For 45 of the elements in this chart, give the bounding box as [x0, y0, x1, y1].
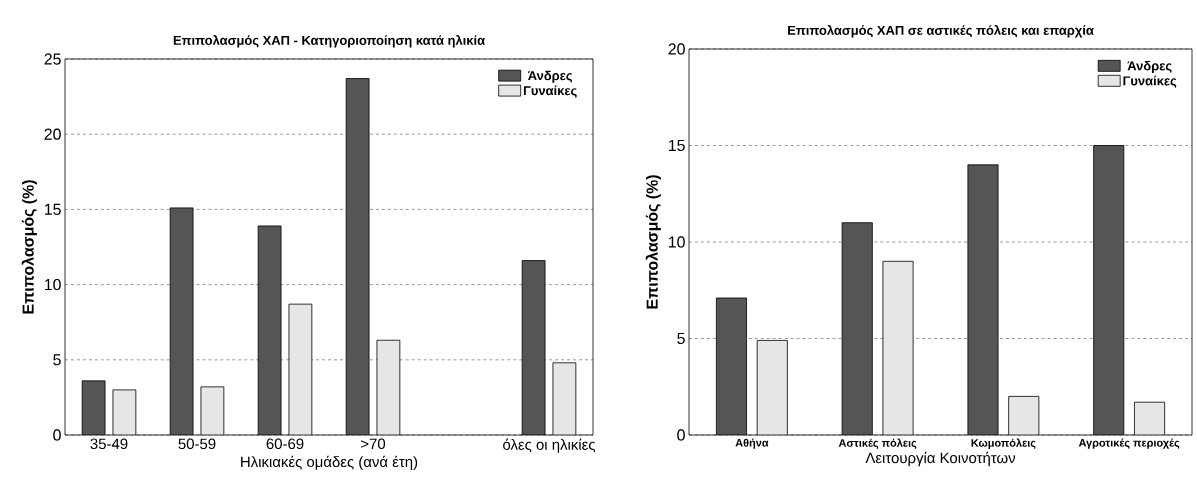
bar: [288, 303, 313, 435]
bar: [841, 222, 873, 435]
bar: [1134, 401, 1166, 435]
bar: [376, 339, 401, 435]
legend-label: Γυναίκες: [523, 85, 577, 98]
bar: [967, 164, 999, 435]
bar: [257, 225, 282, 435]
chart-title: Επιπολασμός ΧΑΠ σε αστικές πόλεις και επαρχία: [788, 25, 1094, 38]
x-axis-title: Ηλικιακές ομάδες (ανά έτη): [241, 455, 418, 471]
y-axis-title: Επιπολασμός (%): [645, 175, 661, 309]
legend-label: Άνδρες: [1127, 60, 1172, 73]
y-tick-label: 0: [677, 429, 685, 441]
chart-title: Επιπολασμός ΧΑΠ - Κατηγοριοποίηση κατά ηλικία: [173, 35, 485, 48]
y-tick-label: 5: [677, 332, 685, 345]
bar: [345, 78, 370, 435]
x-tick-label: Αθήνα: [735, 438, 769, 449]
y-tick-label: 25: [44, 53, 61, 65]
y-tick-label: 5: [53, 354, 61, 366]
bar: [1008, 396, 1040, 435]
bar: [552, 362, 577, 435]
y-axis-title: Επιπολασμός (%): [21, 180, 37, 314]
bar: [521, 260, 546, 435]
legend-label: Άνδρες: [527, 70, 573, 83]
x-tick-label: >70: [361, 438, 386, 450]
x-tick-label: όλες οι ηλικίες: [503, 438, 596, 453]
x-tick-label: 35-49: [90, 438, 128, 450]
bar: [1093, 145, 1125, 435]
y-tick-label: 20: [668, 43, 685, 55]
x-axis-title: Λειτουργία Κοινοτήτων: [865, 451, 1016, 467]
y-tick-label: 15: [44, 203, 61, 215]
legend-label: Γυναίκες: [1123, 75, 1177, 88]
y-tick-label: 15: [668, 139, 685, 152]
x-tick-label: Αστικές πόλεις: [838, 438, 917, 449]
y-tick-label: 0: [53, 429, 61, 441]
x-tick-label: Αγροτικές περιοχές: [1078, 438, 1180, 449]
bar: [715, 297, 747, 435]
y-tick-label: 20: [44, 128, 61, 140]
bar: [756, 340, 788, 435]
bar: [169, 207, 194, 435]
y-tick-label: 10: [668, 236, 685, 248]
x-tick-label: Κωμοπόλεις: [971, 438, 1036, 449]
y-tick-label: 10: [44, 278, 61, 291]
bar: [882, 260, 914, 435]
x-tick-label: 60-69: [266, 438, 304, 450]
x-tick-label: 50-59: [178, 438, 216, 450]
